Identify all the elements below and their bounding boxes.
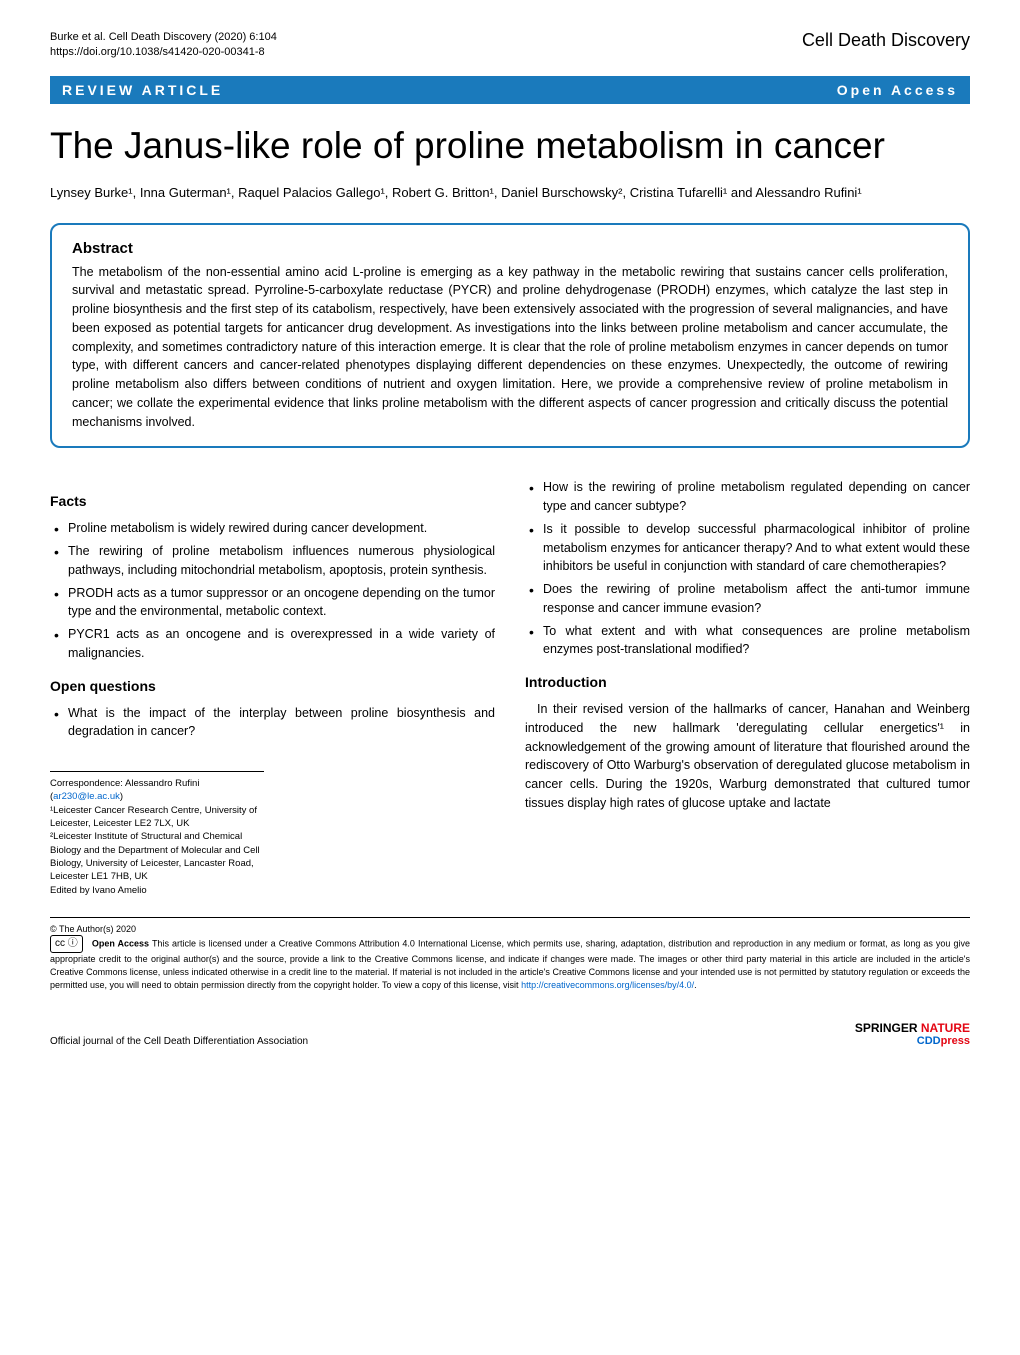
open-questions-heading: Open questions	[50, 678, 495, 694]
list-item: To what extent and with what consequence…	[525, 622, 970, 660]
facts-list: Proline metabolism is widely rewired dur…	[50, 519, 495, 662]
open-access-bold: Open Access	[92, 939, 149, 949]
open-questions-list-right: How is the rewiring of proline metabolis…	[525, 478, 970, 659]
press-text: press	[941, 1035, 970, 1047]
footer-left: Official journal of the Cell Death Diffe…	[50, 1036, 308, 1047]
cdd-logo: CDDpress	[855, 1035, 970, 1047]
cc-icon: cc ⓘ	[50, 935, 83, 953]
list-item: Proline metabolism is widely rewired dur…	[50, 519, 495, 538]
journal-name: Cell Death Discovery	[802, 30, 970, 61]
list-item: How is the rewiring of proline metabolis…	[525, 478, 970, 516]
affiliation-2: ²Leicester Institute of Structural and C…	[50, 830, 264, 883]
license-link[interactable]: http://creativecommons.org/licenses/by/4…	[521, 980, 694, 990]
article-type: REVIEW ARTICLE	[62, 82, 223, 98]
citation-line2: https://doi.org/10.1038/s41420-020-00341…	[50, 45, 277, 60]
left-column: Facts Proline metabolism is widely rewir…	[50, 478, 495, 896]
right-column: How is the rewiring of proline metabolis…	[525, 478, 970, 896]
open-access-label: Open Access	[837, 82, 958, 98]
footer-right: SPRINGER NATURE CDDpress	[855, 1021, 970, 1047]
introduction-text: In their revised version of the hallmark…	[525, 700, 970, 813]
list-item: Does the rewiring of proline metabolism …	[525, 580, 970, 618]
cdd-text: CDD	[917, 1035, 941, 1047]
nature-text: NATURE	[918, 1021, 970, 1035]
introduction-heading: Introduction	[525, 674, 970, 690]
copyright-box: © The Author(s) 2020 cc ⓘ Open Access Th…	[50, 917, 970, 991]
facts-heading: Facts	[50, 493, 495, 509]
header: Burke et al. Cell Death Discovery (2020)…	[50, 30, 970, 61]
list-item: What is the impact of the interplay betw…	[50, 704, 495, 742]
copyright-holder: © The Author(s) 2020	[50, 923, 970, 936]
correspondence-email[interactable]: ar230@le.ac.uk	[53, 791, 120, 802]
license-period: .	[694, 980, 697, 990]
citation-line1: Burke et al. Cell Death Discovery (2020)…	[50, 30, 277, 45]
list-item: Is it possible to develop successful pha…	[525, 520, 970, 576]
list-item: PYCR1 acts as an oncogene and is overexp…	[50, 625, 495, 663]
article-title: The Janus-like role of proline metabolis…	[50, 124, 970, 168]
affiliation-1: ¹Leicester Cancer Research Centre, Unive…	[50, 804, 264, 831]
abstract-heading: Abstract	[72, 240, 948, 257]
list-item: PRODH acts as a tumor suppressor or an o…	[50, 584, 495, 622]
springer-text: SPRINGER	[855, 1021, 918, 1035]
correspondence-close: )	[120, 791, 123, 802]
page-footer: Official journal of the Cell Death Diffe…	[50, 1021, 970, 1047]
list-item: The rewiring of proline metabolism influ…	[50, 542, 495, 580]
correspondence-block: Correspondence: Alessandro Rufini (ar230…	[50, 771, 264, 897]
abstract-text: The metabolism of the non-essential amin…	[72, 263, 948, 432]
license-body: This article is licensed under a Creativ…	[50, 939, 970, 990]
citation-block: Burke et al. Cell Death Discovery (2020)…	[50, 30, 277, 61]
abstract-box: Abstract The metabolism of the non-essen…	[50, 223, 970, 449]
publisher-logo: SPRINGER NATURE	[855, 1021, 970, 1035]
main-columns: Facts Proline metabolism is widely rewir…	[50, 478, 970, 896]
open-questions-list-left: What is the impact of the interplay betw…	[50, 704, 495, 742]
article-type-bar: REVIEW ARTICLE Open Access	[50, 76, 970, 104]
author-list: Lynsey Burke¹, Inna Guterman¹, Raquel Pa…	[50, 183, 970, 203]
license-text: cc ⓘ Open Access This article is license…	[50, 935, 970, 991]
edited-by: Edited by Ivano Amelio	[50, 884, 264, 897]
